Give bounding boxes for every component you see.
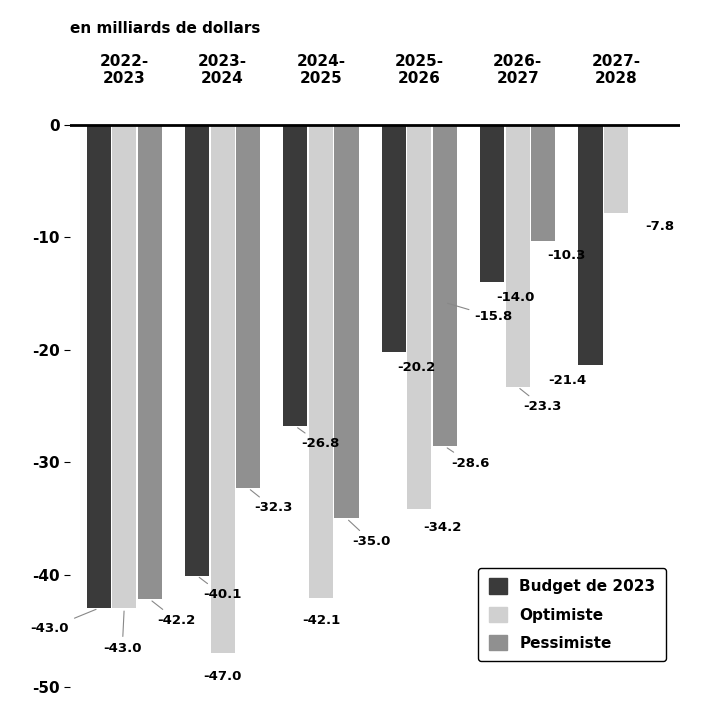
Bar [505,125,530,387]
Text: -7.8: -7.8 [646,220,674,233]
Bar [604,125,628,212]
Text: -34.2: -34.2 [423,521,462,533]
Bar [381,125,406,352]
Text: -15.8: -15.8 [447,304,512,323]
Bar [87,125,111,608]
Text: -20.2: -20.2 [397,361,436,374]
Text: -43.0: -43.0 [103,611,142,655]
Text: -21.4: -21.4 [548,374,587,388]
Bar [185,125,209,576]
Bar [578,125,602,365]
Bar [283,125,308,426]
Bar [210,125,235,653]
Text: -32.3: -32.3 [250,490,292,515]
Bar [137,125,162,599]
Text: -42.1: -42.1 [302,614,340,627]
Bar [433,125,457,447]
Text: -43.0: -43.0 [31,609,96,635]
Text: -35.0: -35.0 [348,520,390,548]
Text: -10.3: -10.3 [547,249,585,261]
Bar [480,125,504,283]
Bar [531,125,555,240]
Bar [112,125,136,608]
Bar [334,125,358,518]
Bar [236,125,260,488]
Text: -47.0: -47.0 [203,670,242,683]
Text: -40.1: -40.1 [199,578,241,601]
Text: -42.2: -42.2 [152,601,196,627]
Bar [309,125,333,598]
Text: -14.0: -14.0 [496,291,534,304]
Text: en milliards de dollars: en milliards de dollars [70,21,261,36]
Legend: Budget de 2023, Optimiste, Pessimiste: Budget de 2023, Optimiste, Pessimiste [478,568,666,662]
Text: -28.6: -28.6 [447,448,489,470]
Text: -26.8: -26.8 [298,428,340,451]
Bar [407,125,431,510]
Text: -23.3: -23.3 [520,388,562,414]
